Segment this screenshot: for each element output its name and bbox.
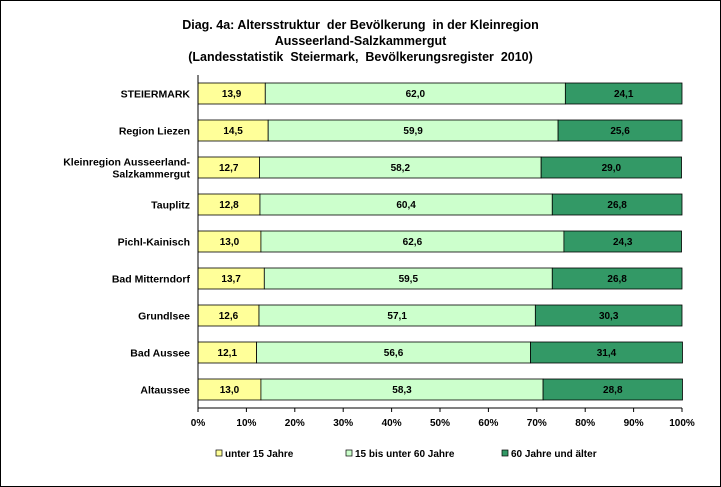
- data-label: 13,9: [222, 89, 242, 100]
- category-label-line: Altaussee: [140, 385, 190, 397]
- data-label: 14,5: [223, 126, 243, 137]
- category-label: STEIERMARK: [121, 89, 191, 101]
- data-label: 13,0: [220, 237, 240, 248]
- bar-segment: [557, 119, 683, 142]
- x-axis: 0% 10% 20% 30% 40% 50% 60% 70% 80% 90% 100%: [191, 75, 695, 429]
- data-label: 13,0: [220, 385, 240, 396]
- x-tick-label: 90%: [624, 418, 644, 429]
- data-label: 58,2: [391, 163, 411, 174]
- data-label: 56,6: [384, 348, 404, 359]
- bar-segment: [534, 304, 683, 327]
- data-label: 58,3: [392, 385, 412, 396]
- category-label-line: STEIERMARK: [121, 89, 191, 101]
- category-label: Region Liezen: [119, 126, 190, 138]
- data-label: 31,4: [597, 348, 617, 359]
- legend-label: 60 Jahre und älter: [511, 449, 597, 460]
- chart-title-line-1: Diag. 4a: Altersstruktur der Bevölkerung…: [182, 18, 539, 32]
- data-label: 24,3: [613, 237, 633, 248]
- data-label: 26,8: [607, 200, 627, 211]
- x-tick-label: 20%: [285, 418, 305, 429]
- x-tick-label: 40%: [382, 418, 402, 429]
- chart-title-line-2: Ausseerland-Salzkammergut: [274, 34, 447, 48]
- bar-segment: [564, 82, 683, 105]
- chart-title: Diag. 4a: Altersstruktur der Bevölkerung…: [0, 17, 721, 65]
- data-label: 13,7: [221, 274, 241, 285]
- x-tick-label: 100%: [669, 418, 695, 429]
- data-label: 12,1: [218, 348, 238, 359]
- category-label: Altaussee: [140, 385, 190, 397]
- data-label: 59,9: [403, 126, 423, 137]
- data-label: 62,6: [403, 237, 423, 248]
- category-label-line: Bad Aussee: [130, 348, 190, 360]
- category-labels: STEIERMARK Region Liezen Kleinregion Ausse…: [63, 89, 190, 397]
- data-label: 59,5: [399, 274, 419, 285]
- data-label: 24,1: [614, 89, 634, 100]
- data-label: 25,6: [610, 126, 630, 137]
- category-label-line: Tauplitz: [151, 200, 190, 212]
- category-label: Tauplitz: [151, 200, 190, 212]
- x-tick-label: 70%: [527, 418, 547, 429]
- bar-segment: [551, 193, 683, 216]
- category-label-line: Region Liezen: [119, 126, 190, 138]
- data-label: 62,0: [406, 89, 426, 100]
- data-label: 12,6: [219, 311, 239, 322]
- legend-label: 15 bis unter 60 Jahre: [355, 449, 455, 460]
- data-label: 60,4: [396, 200, 416, 211]
- category-label: Bad Aussee: [130, 348, 190, 360]
- x-tick-label: 0%: [191, 418, 206, 429]
- chart-title-line-3: (Landesstatistik Steiermark, Bevölkerung…: [188, 50, 533, 64]
- data-label: 57,1: [387, 311, 407, 322]
- legend: unter 15 Jahre 15 bis unter 60 Jahre 60 Ja…: [215, 449, 597, 460]
- data-label: 29,0: [602, 163, 622, 174]
- category-label-line: Pichl-Kainisch: [118, 237, 190, 249]
- data-label: 12,7: [219, 163, 239, 174]
- data-label: 12,8: [219, 200, 239, 211]
- bar-segment: [540, 156, 682, 179]
- category-label-line: Salzkammergut: [112, 169, 190, 181]
- bar-segment: [530, 341, 683, 364]
- data-label: 28,8: [603, 385, 623, 396]
- legend-swatch: [215, 449, 223, 457]
- category-label-line: Grundlsee: [138, 311, 190, 323]
- data-label: 30,3: [599, 311, 619, 322]
- x-tick-label: 80%: [575, 418, 595, 429]
- x-tick-label: 50%: [430, 418, 450, 429]
- bar-segment: [551, 267, 683, 290]
- x-tick-label: 30%: [333, 418, 353, 429]
- category-label-line: Bad Mitterndorf: [112, 274, 191, 286]
- legend-swatch: [345, 449, 353, 457]
- bar-segment: [542, 378, 683, 401]
- category-label: Bad Mitterndorf: [112, 274, 191, 286]
- category-label: Kleinregion Ausseerland-Salzkammergut: [63, 157, 190, 181]
- category-label-line: Kleinregion Ausseerland-: [63, 157, 190, 169]
- bars-group: 13,9 62,0 24,1 14,5 59,9 25,6 12,7 58,2 29,0 12,8…: [197, 82, 683, 401]
- legend-swatch: [501, 449, 509, 457]
- legend-label: unter 15 Jahre: [225, 449, 294, 460]
- category-label: Grundlsee: [138, 311, 190, 323]
- x-tick-label: 10%: [236, 418, 256, 429]
- category-label: Pichl-Kainisch: [118, 237, 190, 249]
- bar-segment: [563, 230, 682, 253]
- data-label: 26,8: [607, 274, 627, 285]
- x-tick-label: 60%: [478, 418, 498, 429]
